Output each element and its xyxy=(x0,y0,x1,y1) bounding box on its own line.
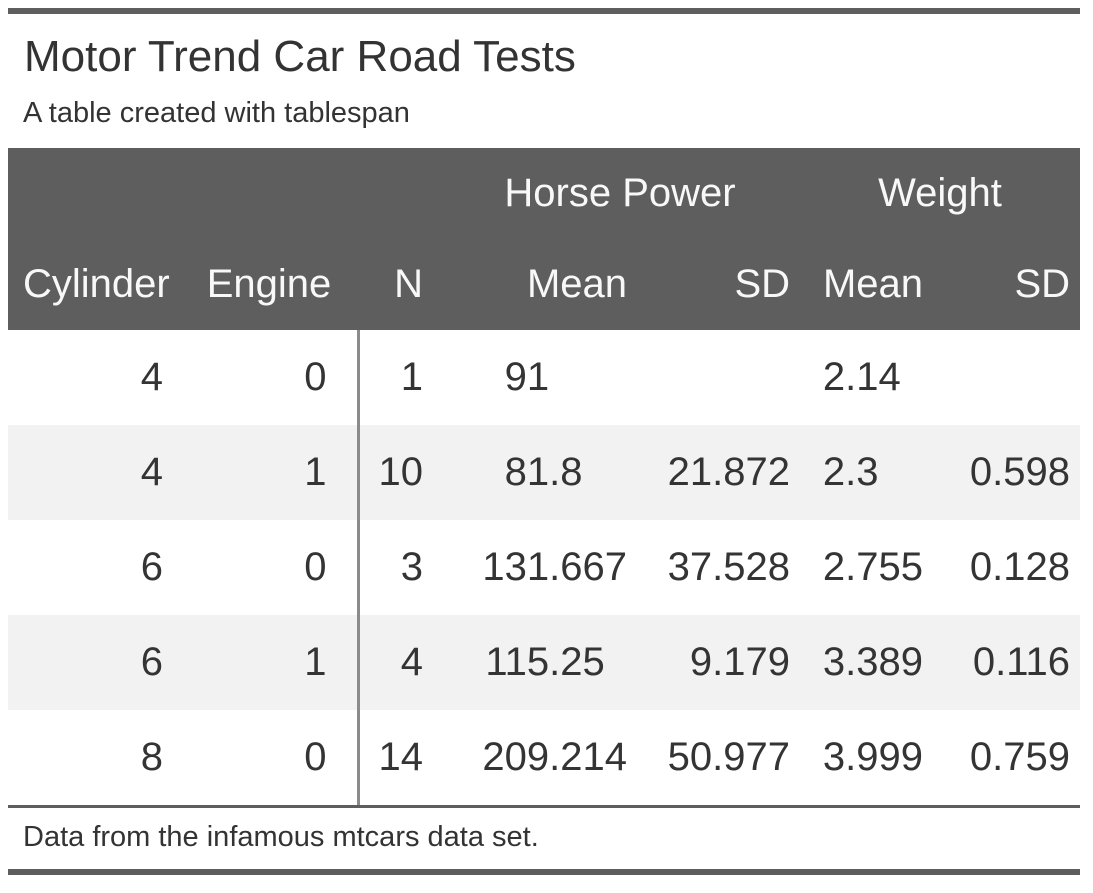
column-header-n: N xyxy=(358,238,440,330)
cell-engine: 0 xyxy=(180,519,360,615)
cell-hp-sd: 50.977 xyxy=(667,734,791,779)
cell-engine: 1 xyxy=(180,424,360,520)
page-title: Motor Trend Car Road Tests xyxy=(24,32,576,81)
cell-cylinder: 6 xyxy=(140,544,163,589)
cell-wt-sd: 0.128 xyxy=(969,544,1071,589)
cell-hp-mean: 115.25 xyxy=(485,639,605,684)
mtcars-table: Horse Power Weight Cylinder Engine N Mea… xyxy=(8,147,1081,805)
cell-engine: 0 xyxy=(180,329,360,425)
cell-wt-mean: 2.14 xyxy=(822,354,901,399)
cell-wt-mean: 3.389 xyxy=(822,639,924,684)
cell-n: 3 xyxy=(400,544,423,589)
footer-top-rule xyxy=(8,804,1080,808)
cell-hp-sd: 21.872 xyxy=(667,449,791,494)
table-row: 4 1 10 81.8 21.872 2.3 0.598 xyxy=(8,424,1081,520)
cell-engine: 1 xyxy=(180,614,360,710)
table-body: 4 0 1 91 2.14 4 1 10 81.8 21.872 2.3 0.5… xyxy=(8,329,1081,805)
top-rule xyxy=(8,8,1080,14)
cell-cylinder: 8 xyxy=(140,734,163,779)
column-header-hp-mean: Mean xyxy=(440,238,640,330)
column-header-engine: Engine xyxy=(180,238,358,330)
cell-wt-sd xyxy=(945,330,1080,425)
cell-hp-sd: 37.528 xyxy=(667,544,791,589)
cell-hp-mean: 91 xyxy=(504,354,550,399)
spanner-horse-power: Horse Power xyxy=(440,147,801,239)
cell-cylinder: 4 xyxy=(140,449,163,494)
cell-wt-sd: 0.116 xyxy=(972,639,1071,684)
page-subtitle: A table created with tablespan xyxy=(23,96,410,129)
table-row: 6 1 4 115.25 9.179 3.389 0.116 xyxy=(8,614,1081,710)
table-row: 6 0 3 131.667 37.528 2.755 0.128 xyxy=(8,519,1080,615)
cell-wt-mean: 2.3 xyxy=(822,449,879,494)
bottom-rule xyxy=(8,869,1080,876)
column-header-wt-mean: Mean xyxy=(800,238,946,330)
cell-wt-mean: 3.999 xyxy=(822,734,924,779)
cell-hp-mean: 131.667 xyxy=(482,544,627,589)
column-header-cylinder: Cylinder xyxy=(8,238,180,330)
cell-hp-mean: 209.214 xyxy=(482,734,627,779)
cell-cylinder: 4 xyxy=(140,354,163,399)
column-header-row: Cylinder Engine N Mean SD Mean SD xyxy=(8,238,1081,330)
cell-n: 4 xyxy=(400,639,423,684)
spanner-row: Horse Power Weight xyxy=(8,147,1081,239)
table-row: 8 0 14 209.214 50.977 3.999 0.759 xyxy=(8,709,1080,805)
cell-engine: 0 xyxy=(180,709,360,805)
spanner-empty xyxy=(8,147,440,239)
cell-n: 10 xyxy=(378,449,424,494)
cell-hp-mean: 81.8 xyxy=(504,449,583,494)
cell-wt-mean: 2.755 xyxy=(822,544,924,589)
column-header-wt-sd: SD xyxy=(945,238,1081,330)
cell-n: 14 xyxy=(378,734,424,779)
table-header: Horse Power Weight Cylinder Engine N Mea… xyxy=(8,147,1081,330)
cell-hp-sd: 9.179 xyxy=(689,639,791,684)
cell-wt-sd: 0.759 xyxy=(969,734,1071,779)
cell-hp-sd xyxy=(640,330,800,425)
spanner-weight: Weight xyxy=(800,147,1081,239)
table-footnote: Data from the infamous mtcars data set. xyxy=(23,820,539,853)
cell-n: 1 xyxy=(400,354,423,399)
cell-cylinder: 6 xyxy=(140,639,163,684)
table-row: 4 0 1 91 2.14 xyxy=(8,329,1080,425)
table-page: Motor Trend Car Road Tests A table creat… xyxy=(8,8,1081,876)
cell-wt-sd: 0.598 xyxy=(969,449,1071,494)
column-header-hp-sd: SD xyxy=(640,238,801,330)
